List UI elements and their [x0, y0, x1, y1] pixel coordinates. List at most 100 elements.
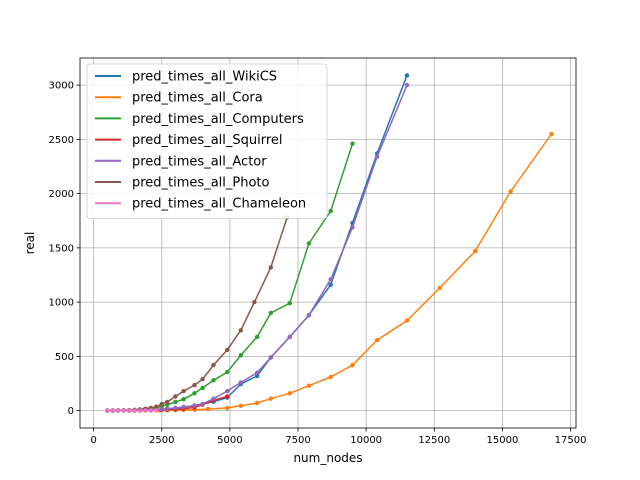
data-point: [225, 388, 230, 394]
data-point: [121, 408, 126, 413]
legend-item: pred_times_all_WikiCS: [95, 70, 277, 85]
data-point: [473, 248, 478, 254]
data-point: [306, 383, 312, 388]
data-point: [350, 141, 355, 146]
data-point: [148, 408, 154, 413]
data-point: [287, 391, 292, 396]
x-tick-label: 10000: [350, 435, 382, 446]
x-tick-label: 12500: [418, 435, 450, 446]
data-point: [181, 397, 186, 402]
data-point: [173, 394, 178, 399]
legend: pred_times_all_WikiCS pred_times_all_Cora…: [86, 63, 328, 219]
legend-label: pred_times_all_Actor: [132, 154, 267, 169]
data-point: [238, 403, 243, 408]
data-point: [254, 400, 260, 406]
data-point: [143, 408, 148, 413]
plot-frame: [79, 57, 577, 429]
x-tick-label: 2500: [149, 435, 174, 446]
data-point: [268, 265, 273, 270]
y-tick-label: 3000: [49, 81, 74, 92]
data-point: [192, 403, 197, 408]
series-group: [105, 73, 554, 413]
data-point: [374, 337, 380, 343]
legend-item: pred_times_all_Squirrel: [95, 133, 283, 148]
legend-item: pred_times_all_Chameleon: [95, 197, 306, 212]
data-point: [374, 154, 380, 159]
legend-box: [86, 63, 328, 219]
data-point: [404, 318, 410, 323]
legend-label: pred_times_all_Cora: [132, 91, 263, 106]
x-tick-label: 5000: [217, 435, 242, 446]
legend-item: pred_times_all_Photo: [95, 176, 270, 191]
data-point: [192, 382, 197, 388]
data-point: [287, 301, 292, 306]
data-point: [200, 385, 205, 391]
data-point: [154, 408, 159, 413]
data-point: [154, 404, 159, 409]
data-point: [238, 328, 243, 333]
data-point: [328, 374, 333, 380]
x-tick-label: 15000: [487, 435, 519, 446]
data-point: [328, 282, 333, 287]
x-axis-label: num_nodes: [293, 451, 362, 465]
y-tick-label: 1500: [49, 243, 74, 254]
data-point: [192, 391, 197, 396]
data-point: [225, 394, 230, 399]
data-point: [173, 405, 178, 411]
series-pred-times-all-chameleon: [105, 408, 159, 413]
data-point: [549, 131, 554, 137]
data-point: [238, 380, 243, 385]
legend-item: pred_times_all_Actor: [95, 154, 267, 169]
legend-label: pred_times_all_Chameleon: [132, 197, 306, 212]
data-point: [211, 378, 216, 383]
y-tick-label: 0: [68, 406, 74, 417]
legend-item: pred_times_all_Computers: [95, 112, 304, 127]
legend-item: pred_times_all_Cora: [95, 91, 263, 106]
data-point: [328, 277, 333, 282]
data-point: [225, 405, 230, 411]
data-point: [306, 241, 312, 246]
data-point: [404, 73, 410, 78]
data-point: [287, 334, 292, 340]
data-point: [211, 362, 216, 368]
data-point: [211, 396, 216, 401]
data-point: [159, 407, 164, 412]
data-point: [132, 408, 137, 413]
data-point: [200, 401, 205, 407]
y-tick-label: 500: [55, 352, 74, 363]
data-point: [225, 369, 230, 375]
data-point: [200, 377, 205, 382]
data-point: [126, 408, 132, 413]
data-point: [306, 313, 312, 318]
x-tick-label: 17500: [555, 435, 587, 446]
legend-label: pred_times_all_Computers: [132, 112, 304, 127]
y-tick-label: 1000: [49, 298, 74, 309]
data-point: [238, 353, 243, 358]
data-point: [254, 334, 260, 340]
axis-ticks: 0 2500 5000 7500 10000 12500 15000 17500 0 500 100…: [49, 81, 587, 446]
data-point: [268, 355, 273, 360]
data-point: [137, 408, 143, 413]
data-point: [181, 404, 186, 410]
data-point: [254, 370, 260, 375]
data-point: [437, 285, 442, 291]
data-point: [110, 408, 115, 413]
y-tick-label: 2500: [49, 135, 74, 146]
x-tick-label: 7500: [285, 435, 310, 446]
data-point: [328, 208, 333, 214]
data-point: [165, 406, 170, 411]
data-point: [350, 362, 355, 368]
legend-label: pred_times_all_Photo: [132, 176, 270, 191]
data-point: [252, 299, 257, 305]
data-point: [225, 347, 230, 353]
data-point: [205, 406, 211, 412]
x-tick-label: 0: [90, 435, 96, 446]
data-point: [254, 373, 260, 379]
data-point: [350, 225, 355, 230]
legend-label: pred_times_all_WikiCS: [132, 70, 277, 85]
y-tick-label: 2000: [49, 189, 74, 200]
data-point: [105, 408, 110, 413]
data-point: [165, 399, 170, 405]
